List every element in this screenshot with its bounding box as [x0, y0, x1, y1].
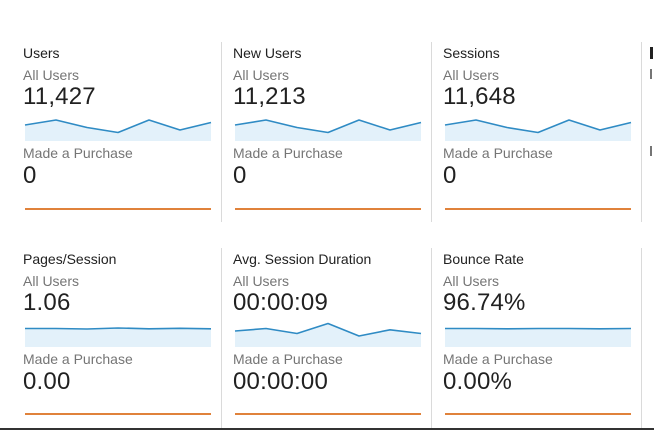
metric-value-made-a-purchase: 0 — [233, 162, 247, 190]
metric-title: Pages/Session — [23, 251, 116, 267]
metric-card-avg-session-duration[interactable]: Avg. Session Duration All Users 00:00:09… — [233, 251, 443, 441]
metric-title: Sessions — [443, 45, 500, 61]
metric-value-all-users: 11,427 — [23, 83, 96, 111]
trend-area — [445, 120, 631, 141]
sparkline-made-a-purchase — [25, 206, 211, 212]
metric-value-made-a-purchase: 0.00% — [443, 368, 512, 396]
metric-card-partial — [650, 45, 654, 425]
metric-card-users[interactable]: Users All Users 11,427 Made a Purchase 0 — [23, 45, 233, 235]
sparkline-all-users — [25, 113, 211, 141]
metric-value-all-users: 11,213 — [233, 83, 306, 111]
segment-label-all-users: All Users — [443, 67, 499, 83]
trend-area — [445, 329, 631, 348]
metric-value-made-a-purchase: 0 — [443, 162, 457, 190]
segment-label-all-users: All Users — [443, 273, 499, 289]
metric-value-made-a-purchase: 00:00:00 — [233, 368, 328, 396]
metric-title: New Users — [233, 45, 301, 61]
segment-label-made-a-purchase: Made a Purchase — [23, 351, 133, 367]
trend-area — [25, 328, 211, 347]
sparkline-all-users — [25, 319, 211, 347]
trend-area — [25, 120, 211, 141]
sparkline-made-a-purchase — [235, 411, 421, 417]
metric-title: Avg. Session Duration — [233, 251, 371, 267]
metric-value-all-users: 11,648 — [443, 83, 516, 111]
metric-value-all-users: 1.06 — [23, 289, 71, 317]
metric-value-made-a-purchase: 0 — [23, 162, 37, 190]
metric-value-all-users: 96.74% — [443, 289, 526, 317]
trend-area — [235, 324, 421, 348]
partial-card-glyph — [650, 69, 652, 79]
partial-card-glyph — [650, 47, 653, 59]
metric-card-new-users[interactable]: New Users All Users 11,213 Made a Purcha… — [233, 45, 443, 235]
sparkline-made-a-purchase — [445, 206, 631, 212]
sparkline-all-users — [235, 319, 421, 347]
metric-title: Users — [23, 45, 60, 61]
trend-area — [235, 120, 421, 141]
metrics-grid: Users All Users 11,427 Made a Purchase 0… — [0, 0, 654, 430]
metric-title: Bounce Rate — [443, 251, 524, 267]
metric-card-pages-per-session[interactable]: Pages/Session All Users 1.06 Made a Purc… — [23, 251, 233, 441]
segment-label-made-a-purchase: Made a Purchase — [233, 145, 343, 161]
segment-label-made-a-purchase: Made a Purchase — [443, 351, 553, 367]
sparkline-all-users — [235, 113, 421, 141]
segment-label-all-users: All Users — [233, 273, 289, 289]
segment-label-made-a-purchase: Made a Purchase — [233, 351, 343, 367]
sparkline-all-users — [445, 113, 631, 141]
segment-label-made-a-purchase: Made a Purchase — [23, 145, 133, 161]
segment-label-all-users: All Users — [23, 67, 79, 83]
sparkline-made-a-purchase — [25, 411, 211, 417]
segment-label-all-users: All Users — [233, 67, 289, 83]
metric-card-sessions[interactable]: Sessions All Users 11,648 Made a Purchas… — [443, 45, 653, 235]
sparkline-all-users — [445, 319, 631, 347]
metric-value-all-users: 00:00:09 — [233, 289, 328, 317]
metric-value-made-a-purchase: 0.00 — [23, 368, 71, 396]
sparkline-made-a-purchase — [235, 206, 421, 212]
segment-label-made-a-purchase: Made a Purchase — [443, 145, 553, 161]
partial-card-glyph — [650, 146, 652, 156]
segment-label-all-users: All Users — [23, 273, 79, 289]
metric-card-bounce-rate[interactable]: Bounce Rate All Users 96.74% Made a Purc… — [443, 251, 653, 441]
sparkline-made-a-purchase — [445, 411, 631, 417]
